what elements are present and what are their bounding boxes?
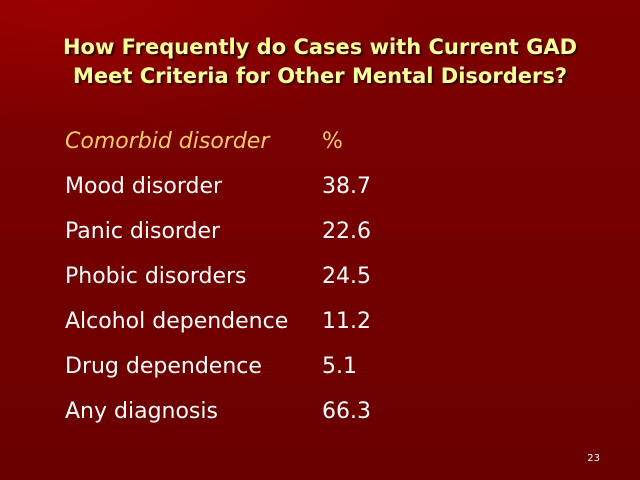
disorder-name: Drug dependence: [65, 354, 262, 379]
disorder-percent: 66.3: [322, 399, 371, 424]
disorder-percent: 24.5: [322, 264, 371, 289]
slide-title-line-1: How Frequently do Cases with Current GAD: [62, 35, 578, 59]
slide-title-line-2: Meet Criteria for Other Mental Disorders…: [72, 64, 568, 88]
disorder-name: Alcohol dependence: [65, 309, 289, 334]
disorder-name: Any diagnosis: [65, 399, 218, 424]
disorder-name: Phobic disorders: [65, 264, 247, 289]
disorder-percent: 38.7: [322, 174, 371, 199]
disorder-percent: 5.1: [322, 354, 357, 379]
table-row: Alcohol dependence 11.2: [65, 305, 585, 350]
table-row: Any diagnosis 66.3: [65, 395, 585, 440]
disorder-percent: 22.6: [322, 219, 371, 244]
table-row: Panic disorder 22.6: [65, 215, 585, 260]
table-row: Mood disorder 38.7: [65, 170, 585, 215]
table-header-row: Comorbid disorder %: [65, 125, 585, 170]
disorder-name: Panic disorder: [65, 219, 221, 244]
header-disorder-label: Comorbid disorder: [65, 129, 270, 154]
table-row: Phobic disorders 24.5: [65, 260, 585, 305]
table-row: Drug dependence 5.1: [65, 350, 585, 395]
slide-title: How Frequently do Cases with Current GAD…: [20, 33, 620, 91]
disorder-percent: 11.2: [322, 309, 371, 334]
comorbidity-table: Comorbid disorder % Mood disorder 38.7 P…: [65, 125, 585, 440]
header-percent-label: %: [322, 129, 343, 154]
disorder-name: Mood disorder: [65, 174, 223, 199]
page-number: 23: [587, 453, 600, 464]
